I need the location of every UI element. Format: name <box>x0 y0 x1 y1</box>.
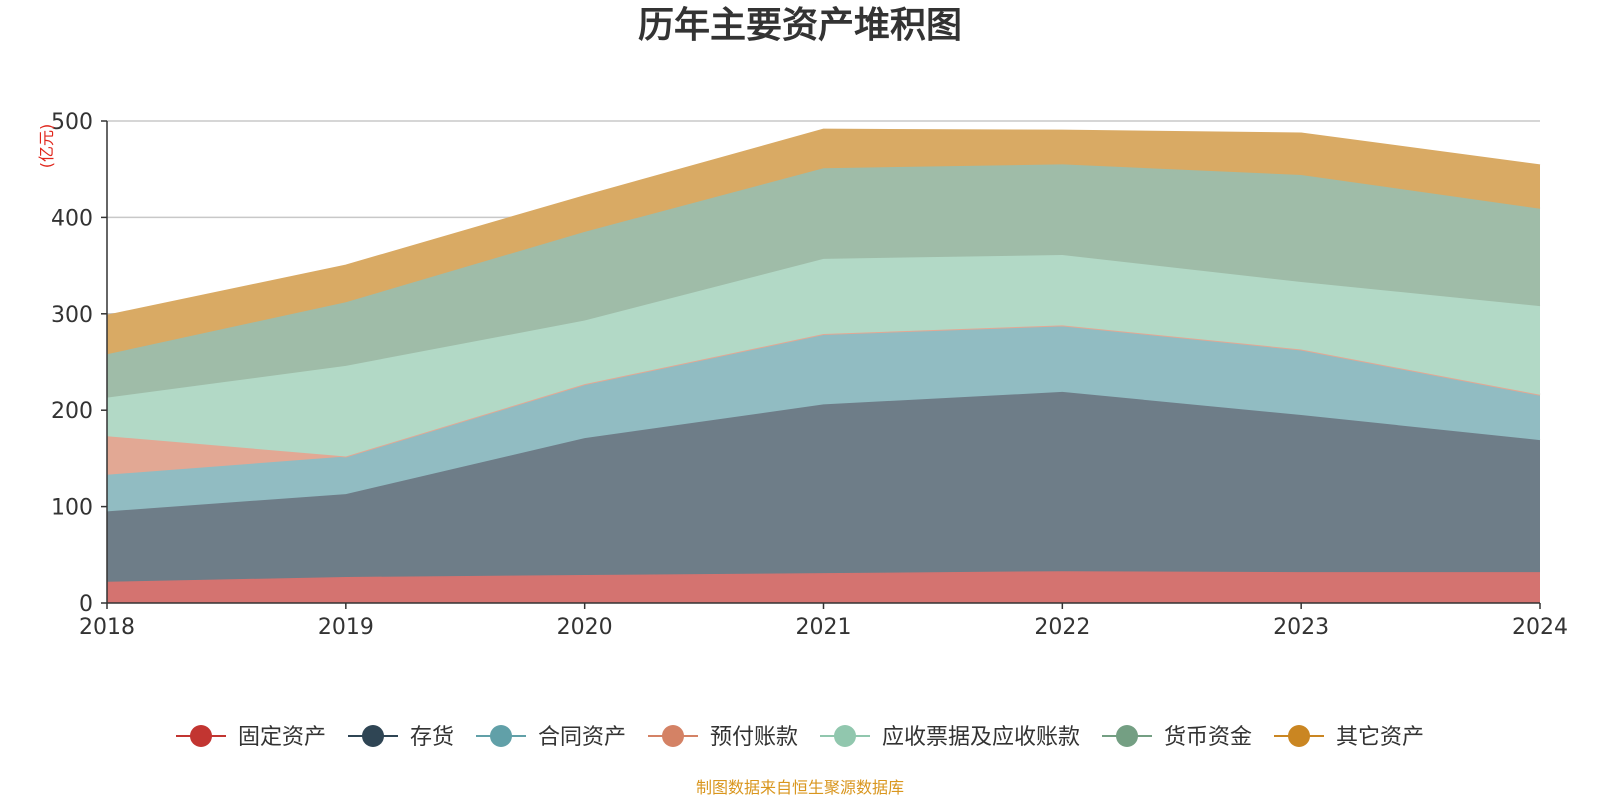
legend-label-4: 应收票据及应收账款 <box>882 725 1080 750</box>
legend-marker-0 <box>190 725 212 747</box>
area-series-5 <box>107 164 1540 398</box>
x-tick-label-2018: 2018 <box>79 615 135 640</box>
y-tick-label-200: 200 <box>51 399 93 424</box>
y-tick-label-0: 0 <box>79 592 93 617</box>
legend-item-6[interactable]: 其它资产 <box>1274 725 1424 750</box>
y-tick-label-300: 300 <box>51 303 93 328</box>
area-series-3 <box>107 325 1540 475</box>
area-series-0 <box>107 571 1540 603</box>
legend-item-3[interactable]: 预付账款 <box>648 725 798 750</box>
area-series-4 <box>107 254 1540 457</box>
x-tick-label-2019: 2019 <box>318 615 374 640</box>
y-tick-label-500: 500 <box>51 110 93 135</box>
x-tick-label-2023: 2023 <box>1273 615 1329 640</box>
legend: 固定资产 存货 合同资产 预付账款 应收票据及应收账款 货币资金 其它资产 <box>176 725 1424 750</box>
legend-label-0: 固定资产 <box>238 725 326 750</box>
x-tick-label-2021: 2021 <box>796 615 852 640</box>
legend-label-3: 预付账款 <box>710 725 798 750</box>
legend-item-0[interactable]: 固定资产 <box>176 725 326 750</box>
chart-title: 历年主要资产堆积图 <box>637 5 962 46</box>
x-tick-label-2022: 2022 <box>1034 615 1090 640</box>
legend-marker-6 <box>1288 725 1310 747</box>
x-tick-label-2020: 2020 <box>557 615 613 640</box>
legend-marker-1 <box>362 725 384 747</box>
y-tick-label-100: 100 <box>51 496 93 521</box>
legend-marker-3 <box>662 725 684 747</box>
area-edge-6 <box>106 128 1541 317</box>
legend-label-6: 其它资产 <box>1336 725 1424 750</box>
y-axis-unit-label: (亿元) <box>37 124 56 169</box>
legend-marker-5 <box>1116 725 1138 747</box>
source-note: 制图数据来自恒生聚源数据库 <box>695 778 904 797</box>
axes: 0 100 200 300 400 500 2018 2019 2020 2021 2022 2023… <box>51 110 1568 640</box>
x-tick-label-2024: 2024 <box>1512 615 1568 640</box>
area-series-1 <box>107 391 1540 582</box>
legend-item-2[interactable]: 合同资产 <box>476 725 626 750</box>
legend-marker-2 <box>490 725 512 747</box>
legend-label-2: 合同资产 <box>538 725 626 750</box>
legend-item-1[interactable]: 存货 <box>348 725 454 750</box>
legend-label-1: 存货 <box>410 725 454 750</box>
legend-marker-4 <box>834 725 856 747</box>
area-series-layer <box>106 128 1541 603</box>
y-tick-label-400: 400 <box>51 206 93 231</box>
legend-item-4[interactable]: 应收票据及应收账款 <box>820 725 1080 750</box>
legend-item-5[interactable]: 货币资金 <box>1102 725 1252 750</box>
area-series-6 <box>107 129 1540 355</box>
legend-label-5: 货币资金 <box>1164 725 1252 750</box>
area-series-2 <box>107 325 1540 512</box>
